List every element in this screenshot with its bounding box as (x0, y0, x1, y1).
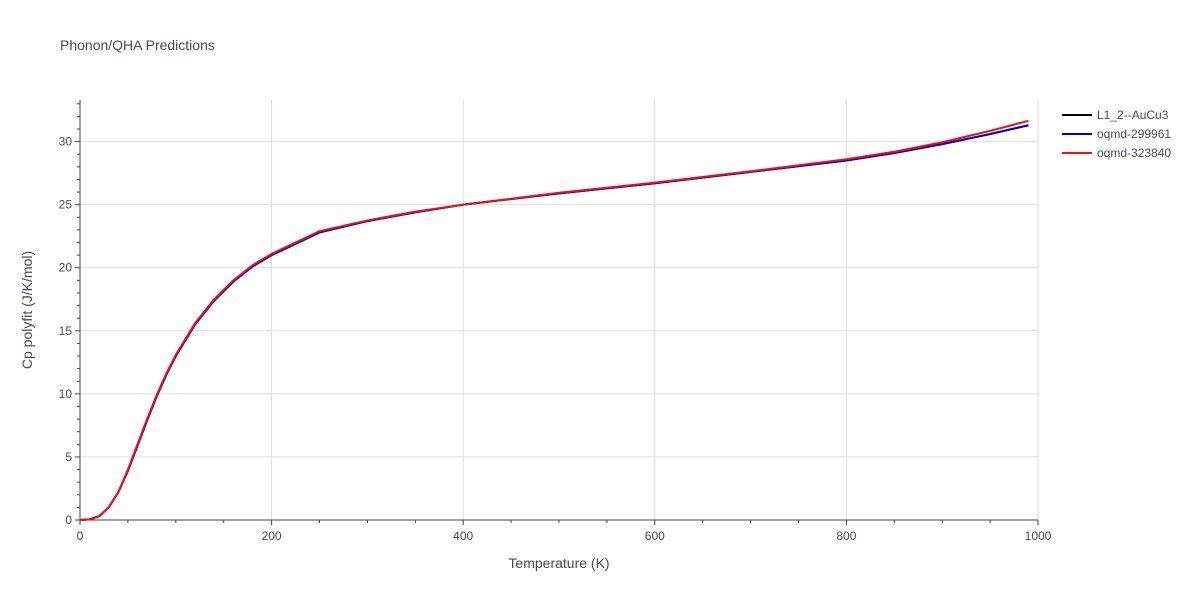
series-line-oqmd-323840 (79, 119, 1029, 521)
legend-item-oqmd-323840[interactable]: oqmd-323840 (1062, 146, 1171, 160)
x-tick-label: 600 (645, 529, 665, 543)
y-tick-label: 0 (65, 513, 72, 527)
x-tick-label: 200 (262, 529, 282, 543)
legend-label: L1_2--AuCu3 (1097, 108, 1169, 122)
series-lines (79, 119, 1029, 521)
y-tick-label: 30 (59, 135, 73, 149)
x-tick-label: 800 (836, 529, 856, 543)
legend-label: oqmd-299961 (1097, 127, 1171, 141)
legend-item-oqmd-299961[interactable]: oqmd-299961 (1062, 127, 1171, 141)
x-axis-title: Temperature (K) (508, 555, 609, 571)
legend-label: oqmd-323840 (1097, 146, 1171, 160)
axes: 0 200 400 600 800 1000 0 5 10 15 20 25 30 (59, 100, 1052, 543)
legend[interactable]: L1_2--AuCu3 oqmd-299961 oqmd-323840 (1062, 108, 1171, 160)
y-tick-label: 25 (59, 198, 73, 212)
series-line-oqmd-299961 (79, 124, 1029, 521)
y-tick-label: 15 (59, 324, 73, 338)
x-tick-label: 0 (77, 529, 84, 543)
x-tick-label: 400 (453, 529, 473, 543)
series-line-L1_2--AuCu3 (79, 124, 1029, 521)
y-tick-label: 5 (65, 450, 72, 464)
x-tick-label: 1000 (1025, 529, 1052, 543)
y-tick-label: 20 (59, 261, 73, 275)
y-axis-title: Cp polyfit (J/K/mol) (19, 251, 35, 369)
grid (80, 100, 1039, 520)
legend-item-L1_2--AuCu3[interactable]: L1_2--AuCu3 (1062, 108, 1169, 122)
y-tick-label: 10 (59, 387, 73, 401)
chart-title: Phonon/QHA Predictions (60, 37, 215, 53)
